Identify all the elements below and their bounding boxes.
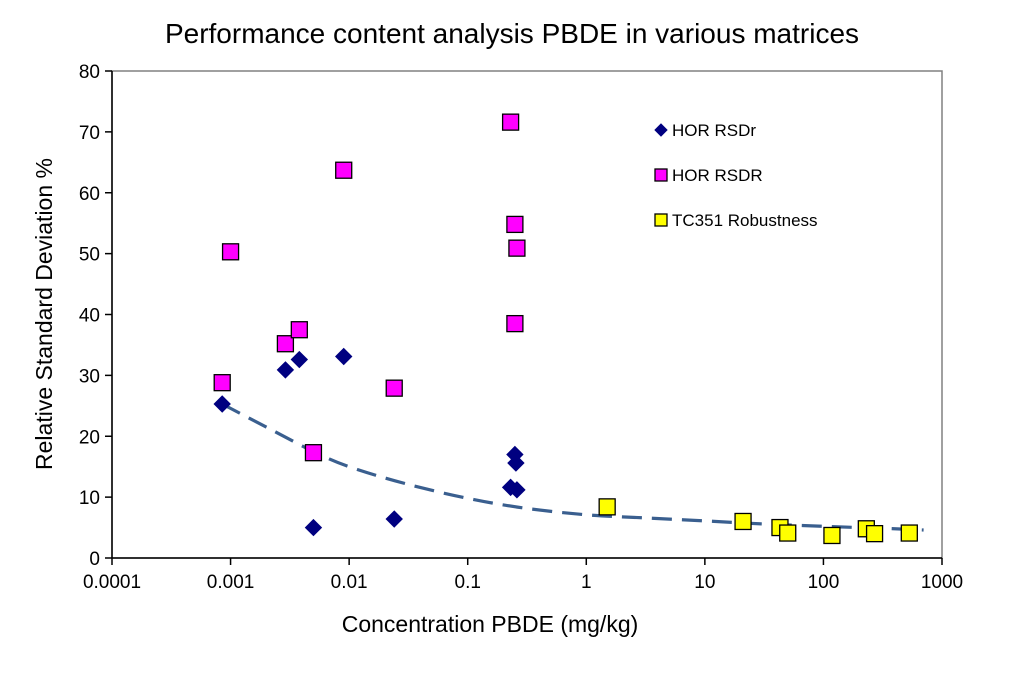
- data-point-square: [213, 374, 231, 392]
- y-tick-label: 40: [79, 306, 100, 327]
- y-tick-label: 0: [89, 549, 100, 570]
- legend-label: HOR RSDr: [672, 121, 756, 140]
- legend-diamond-marker: [654, 123, 668, 137]
- data-point-square: [276, 335, 295, 353]
- data-point-diamond: [385, 510, 403, 528]
- legend-label: TC351 Robustness: [672, 211, 818, 230]
- data-point-square: [304, 444, 323, 462]
- x-tick-label: 100: [808, 572, 840, 593]
- legend-square-marker: [654, 213, 668, 227]
- data-point-square: [335, 161, 353, 179]
- legend-item: HOR RSDR: [654, 166, 763, 185]
- data-point-diamond: [290, 350, 309, 369]
- data-point-square: [290, 321, 308, 339]
- series-1: [213, 113, 526, 462]
- x-tick-label: 1: [581, 572, 592, 593]
- y-tick-label: 30: [79, 366, 100, 387]
- y-tick-label: 10: [79, 488, 100, 509]
- data-point-square: [506, 314, 524, 333]
- legend-item: HOR RSDr: [654, 121, 756, 140]
- data-point-square: [900, 524, 918, 542]
- chart-title: Performance content analysis PBDE in var…: [165, 18, 859, 49]
- data-point-square: [865, 525, 884, 543]
- legend-label: HOR RSDR: [672, 166, 763, 185]
- y-tick-label: 50: [79, 245, 100, 266]
- legend-square-marker: [654, 168, 668, 182]
- series-2: [598, 498, 918, 545]
- y-tick-label: 80: [79, 62, 100, 83]
- x-tick-label: 1000: [921, 572, 963, 593]
- plot-area-frame: [111, 70, 943, 559]
- legend: HOR RSDr HOR RSDR TC351 Robustness: [654, 121, 818, 230]
- data-point-square: [501, 113, 520, 131]
- x-tick-label: 0.0001: [83, 572, 141, 593]
- trendline-layer: [221, 402, 924, 532]
- data-point-square: [734, 512, 752, 531]
- data-point-diamond: [276, 361, 295, 379]
- data-point-square: [385, 379, 403, 397]
- data-point-square: [221, 243, 240, 261]
- trendline: [221, 402, 924, 532]
- data-point-diamond: [213, 395, 231, 413]
- y-axis: 0 10 20 30 40 50 60 70 80: [79, 62, 113, 570]
- x-tick-label: 0.001: [207, 572, 255, 593]
- x-tick-label: 0.1: [455, 572, 481, 593]
- legend-item: TC351 Robustness: [654, 211, 818, 230]
- data-point-diamond: [335, 347, 353, 366]
- series-0: [213, 347, 526, 537]
- data-point-square: [506, 215, 524, 234]
- y-tick-label: 60: [79, 184, 100, 205]
- x-tick-label: 10: [694, 572, 715, 593]
- y-axis-label: Relative Standard Deviation %: [31, 158, 57, 470]
- data-point-diamond: [304, 518, 323, 537]
- y-tick-label: 20: [79, 427, 100, 448]
- data-marks-layer: [213, 113, 918, 545]
- data-point-square: [508, 239, 526, 257]
- data-point-square: [779, 524, 797, 542]
- x-tick-label: 0.01: [331, 572, 368, 593]
- data-point-diamond: [506, 445, 524, 464]
- y-tick-label: 70: [79, 123, 100, 144]
- x-axis-label: Concentration PBDE (mg/kg): [342, 611, 639, 637]
- data-point-square: [598, 498, 616, 516]
- data-point-square: [823, 526, 841, 545]
- data-point-diamond: [508, 481, 526, 499]
- x-axis: 0.0001 0.001 0.01 0.1 1 10 100 1000: [83, 557, 963, 593]
